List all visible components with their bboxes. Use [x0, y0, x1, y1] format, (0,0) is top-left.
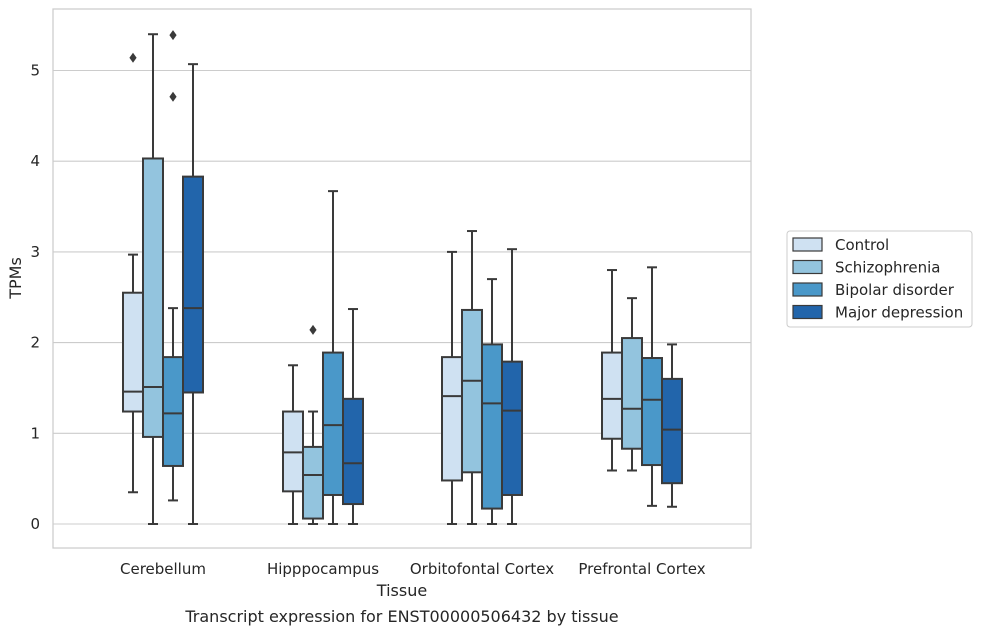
- box-body: [661, 377, 683, 485]
- outlier-point: [169, 91, 177, 102]
- legend-item-0: Control: [792, 236, 889, 254]
- box-body: [461, 308, 483, 474]
- legend-label: Bipolar disorder: [835, 281, 955, 299]
- legend-label: Schizophrenia: [835, 259, 940, 277]
- box-2-0: [162, 30, 184, 502]
- box-3-1: [342, 308, 364, 525]
- legend-swatch: [792, 304, 823, 320]
- box-body: [441, 356, 463, 482]
- y-tick-labels: 0 1 2 3 4 5: [30, 62, 40, 534]
- box-0-0: [122, 52, 144, 494]
- outlier-point: [169, 30, 177, 41]
- box-2-2: [481, 278, 503, 525]
- legend-item-2: Bipolar disorder: [792, 281, 955, 299]
- box-1-1: [302, 324, 324, 525]
- box-body: [501, 360, 523, 496]
- box-0-2: [441, 250, 463, 525]
- box-body: [342, 397, 364, 506]
- box-2-1: [322, 190, 344, 525]
- x-tick-label-2: Orbitofontal Cortex: [410, 560, 554, 578]
- box-body: [481, 343, 503, 510]
- x-tick-labels: Cerebellum Hipppocampus Orbitofontal Corte…: [120, 560, 706, 578]
- box-body: [182, 175, 204, 394]
- y-tick-label-3: 3: [30, 243, 40, 261]
- legend-frame: [786, 230, 973, 328]
- box-0-1: [282, 364, 304, 525]
- legend-items: Control Schizophrenia Bipolar disorder Majo…: [792, 236, 963, 322]
- box-body: [302, 445, 324, 520]
- box-body: [641, 357, 663, 467]
- outlier-point: [309, 324, 317, 335]
- legend-label: Major depression: [835, 304, 963, 322]
- box-body: [601, 351, 623, 440]
- box-3-2: [501, 248, 523, 525]
- x-axis-label: Tissue: [376, 581, 427, 600]
- box-body: [142, 157, 164, 438]
- legend-swatch: [792, 282, 823, 297]
- box-0-3: [601, 269, 623, 472]
- y-tick-label-4: 4: [30, 152, 40, 170]
- box-body: [322, 351, 344, 496]
- plot-frame: [52, 8, 752, 549]
- y-tick-label-0: 0: [30, 515, 40, 533]
- box-2-3: [641, 266, 663, 507]
- chart-caption: Transcript expression for ENST0000050643…: [184, 607, 618, 626]
- y-axis-label: TPMs: [6, 257, 25, 300]
- legend-item-1: Schizophrenia: [792, 259, 940, 277]
- legend-label: Control: [835, 236, 889, 254]
- box-3-3: [661, 343, 683, 508]
- legend-item-3: Major depression: [792, 304, 963, 322]
- x-tick-label-3: Prefrontal Cortex: [578, 560, 705, 578]
- legend-swatch: [792, 237, 823, 252]
- box-1-3: [621, 297, 643, 472]
- box-1-2: [461, 230, 483, 525]
- y-tick-label-2: 2: [30, 334, 40, 352]
- x-tick-label-0: Cerebellum: [120, 560, 206, 578]
- box-1-0: [142, 33, 164, 525]
- y-tick-label-5: 5: [30, 62, 40, 80]
- box-plot-series: [122, 30, 683, 525]
- legend: Control Schizophrenia Bipolar disorder Majo…: [786, 230, 973, 328]
- box-body: [621, 337, 643, 450]
- box-3-0: [182, 63, 204, 525]
- box-body: [122, 291, 144, 413]
- box-body: [162, 356, 184, 467]
- legend-swatch: [792, 259, 823, 275]
- outlier-point: [129, 52, 137, 63]
- x-tick-label-1: Hipppocampus: [267, 560, 379, 578]
- y-tick-label-1: 1: [30, 424, 40, 442]
